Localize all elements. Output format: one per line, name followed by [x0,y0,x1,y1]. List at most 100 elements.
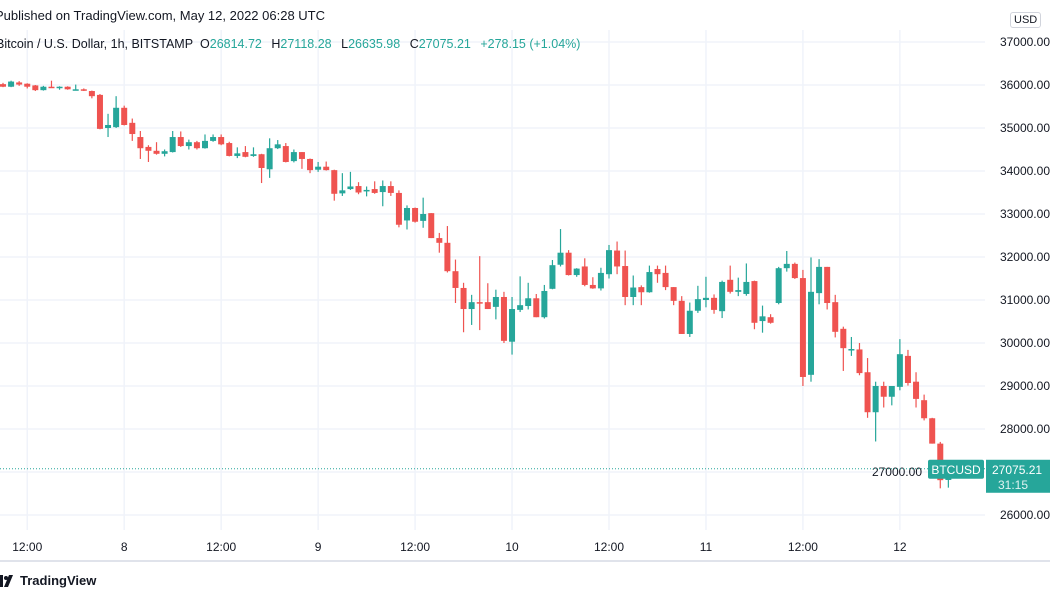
candle [783,250,790,272]
candle-body [379,186,386,193]
candle [484,283,491,310]
time-tick-label: 12:00 [206,540,236,554]
time-tick-label: 12 [893,540,907,554]
candle-body [500,296,507,341]
candle-body [129,122,136,135]
time-axis[interactable]: 12:00 8 12:00 9 12:00 10 12:00 11 12:00 12 [12,540,907,554]
candle [816,259,823,305]
candle-body [72,89,79,91]
candle-body [298,152,305,159]
candle-body [670,287,677,301]
candle [363,186,370,197]
candle [24,83,31,89]
candle-body [492,296,499,307]
price-tick-label: 33000.00 [1000,207,1050,221]
candle-body [622,266,629,297]
time-tick-label: 9 [315,540,322,554]
candle [888,386,895,406]
candle [412,207,419,223]
candle [557,229,564,267]
candle [662,265,669,291]
candle-body [856,349,863,374]
candle-body [153,150,160,154]
candle [719,280,726,319]
candle-body [40,86,47,91]
low-value: 26635.98 [348,37,401,51]
candle [169,131,176,153]
candle-body [56,86,63,89]
candle-body [896,354,903,387]
candle-body [64,86,71,90]
candle-body [428,213,435,239]
candle [331,169,338,201]
candle [468,294,475,325]
candle [460,282,467,333]
candle-body [832,302,839,332]
symbol-title[interactable]: Bitcoin / U.S. Dollar, 1h, BITSTAMP [0,37,194,51]
candle-body [719,281,726,312]
price-axis[interactable]: 37000.00 36000.00 35000.00 34000.00 33000.00… [872,35,1050,522]
candle [105,113,112,138]
candle-body [387,186,394,193]
candle [929,417,936,444]
candle [242,146,249,158]
candle-body [185,142,192,147]
candle [735,277,742,297]
time-tick-label: 11 [700,540,713,554]
candle [129,118,136,141]
candle-body [16,82,23,85]
currency-button[interactable]: USD [1010,12,1042,28]
candle [436,232,443,253]
candle [565,250,572,276]
candle-body [371,189,378,193]
candle [88,90,95,99]
candle [492,289,499,320]
candle-body [193,142,200,149]
candle-body [638,287,645,293]
candle-body [775,268,782,304]
candle-body [799,278,806,377]
brand-name: TradingView [20,573,97,588]
candle-body [48,86,55,89]
candle-body [169,137,176,153]
candle [872,381,879,442]
candle [266,138,273,178]
candle [202,134,208,149]
candle-body [751,281,758,323]
candle-body [864,372,871,413]
candle-body [137,137,144,149]
candle [694,285,701,313]
candle-body [460,287,467,310]
candle [848,336,855,356]
candle-body [565,252,572,276]
price-tick-label: 27000.00 [872,465,922,479]
candle [500,291,507,343]
candle [775,266,782,305]
candle [274,140,281,150]
close-label: C [409,37,419,51]
candle-body [694,299,701,311]
candle [16,81,23,86]
candle-body [606,250,612,275]
tradingview-logo-icon [0,574,13,587]
candle [791,262,798,279]
candle [48,80,55,89]
candle-body [597,272,604,289]
price-tick-label: 28000.00 [1000,422,1050,436]
tradingview-logo[interactable]: TradingView [0,573,96,588]
candle [226,141,233,157]
candle [727,265,734,294]
candle [96,94,103,130]
candle [298,152,305,169]
candle [606,244,612,279]
candle [921,394,928,421]
candle-body [412,207,419,222]
candle-body [315,166,322,170]
candle [210,134,217,142]
candle-body [824,266,831,304]
candle-body [816,266,823,294]
candle-body [32,85,39,91]
time-tick-label: 12:00 [12,540,42,554]
time-tick-label: 12:00 [788,540,818,554]
